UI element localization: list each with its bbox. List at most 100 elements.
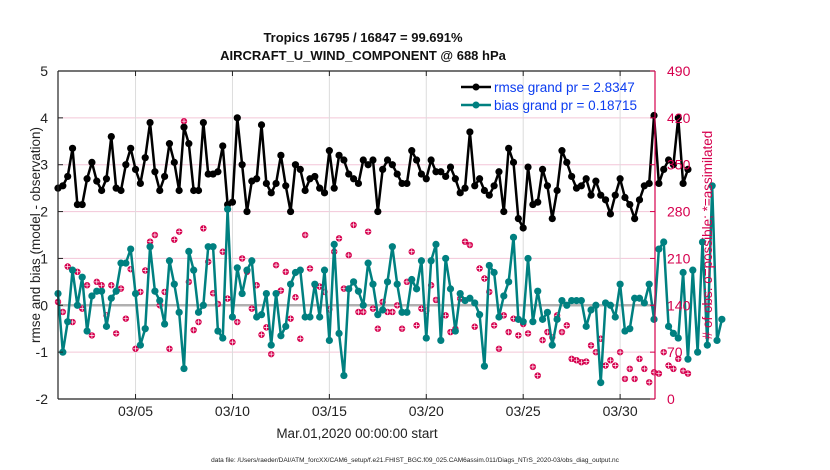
obs-marker [287, 315, 294, 322]
y-tick-label: -1 [36, 344, 49, 360]
obs-marker [360, 308, 367, 316]
bias-point [349, 278, 358, 286]
obs-marker [166, 345, 173, 352]
obs-marker [529, 363, 537, 371]
obs-star [220, 249, 226, 255]
rmse-point [83, 175, 91, 183]
obs-marker [238, 255, 246, 262]
bias-point [563, 301, 571, 309]
obs-marker [558, 328, 566, 336]
obs-star [646, 379, 652, 385]
obs-star [666, 363, 672, 369]
rmse-point [320, 189, 329, 197]
bias-point [286, 280, 295, 288]
chart-title-line1: Tropics 16795 / 16847 = 99.691% [263, 30, 463, 45]
bias-point [427, 257, 435, 265]
bias-point [708, 182, 716, 190]
obs-marker [108, 282, 115, 289]
bias-point [626, 325, 634, 333]
obs-marker [195, 318, 202, 326]
obs-star [535, 373, 541, 379]
obs-marker [234, 318, 241, 326]
rmse-point [388, 161, 396, 169]
obs-star [370, 306, 376, 312]
rmse-point [412, 156, 421, 164]
obs-marker [650, 369, 658, 376]
obs-star [225, 296, 231, 302]
rmse-point [282, 182, 290, 190]
rmse-point [238, 161, 246, 169]
rmse-point [272, 179, 280, 188]
y-tick-label: 4 [40, 110, 48, 126]
obs-marker [369, 305, 377, 312]
bias-point [558, 297, 566, 305]
obs-marker [59, 308, 67, 316]
rmse-point [606, 210, 615, 218]
rmse-point [136, 179, 144, 188]
obs-marker [626, 365, 634, 373]
bias-point [161, 320, 169, 328]
obs-star [443, 312, 449, 318]
bias-point [102, 322, 111, 330]
obs-star [462, 239, 468, 245]
rmse-point [553, 186, 561, 195]
obs-star [477, 265, 483, 271]
bias-point [408, 275, 416, 284]
obs-marker [175, 228, 183, 235]
rmse-point [131, 165, 140, 173]
bias-point [553, 315, 561, 323]
obs-marker [665, 362, 672, 369]
x-tick-label: 03/20 [409, 403, 444, 419]
bias-point [272, 289, 280, 298]
rmse-point [577, 182, 585, 190]
rmse-point [524, 163, 532, 171]
obs-star [123, 316, 129, 322]
obs-star [680, 368, 686, 374]
obs-marker [641, 365, 648, 373]
legend-bias-marker [472, 101, 480, 109]
bias-point [112, 287, 120, 295]
rmse-point [446, 163, 455, 171]
obs-star [234, 319, 240, 325]
obs-star [99, 282, 105, 288]
obs-star [133, 346, 139, 352]
obs-star [346, 252, 352, 258]
obs-star [399, 326, 405, 332]
bias-point [141, 325, 149, 333]
rmse-point [301, 186, 309, 195]
bias-point [165, 257, 174, 265]
obs-marker [655, 370, 663, 377]
obs-star [583, 359, 589, 365]
rmse-point [514, 215, 522, 223]
rmse-point [674, 114, 682, 122]
obs-star [283, 269, 289, 275]
bias-point [257, 311, 266, 319]
rmse-point [233, 114, 241, 122]
obs-star [65, 263, 71, 269]
obs-star [467, 242, 473, 248]
bias-point [543, 308, 552, 316]
rmse-point [161, 172, 169, 181]
rmse-point [592, 177, 600, 185]
obs-marker [442, 312, 449, 319]
bias-point [151, 287, 159, 295]
rmse-point [475, 175, 484, 183]
obs-marker [481, 275, 488, 282]
obs-marker [93, 278, 100, 286]
bias-point [480, 362, 489, 370]
obs-marker [602, 362, 609, 369]
obs-star [171, 237, 177, 243]
obs-marker [98, 282, 105, 289]
rmse-point [64, 172, 72, 181]
rmse-point [93, 177, 101, 185]
obs-marker [675, 355, 682, 363]
obs-marker [684, 370, 692, 377]
obs-star [564, 322, 570, 328]
y-tick-label: 1 [40, 250, 48, 266]
bias-point [698, 238, 707, 246]
y-axis-label: rmse and bias (model - observation) [28, 127, 43, 343]
x-tick-label: 03/10 [215, 403, 250, 419]
rmse-point [228, 198, 237, 206]
bias-point [490, 268, 498, 277]
rmse-point [403, 179, 411, 188]
